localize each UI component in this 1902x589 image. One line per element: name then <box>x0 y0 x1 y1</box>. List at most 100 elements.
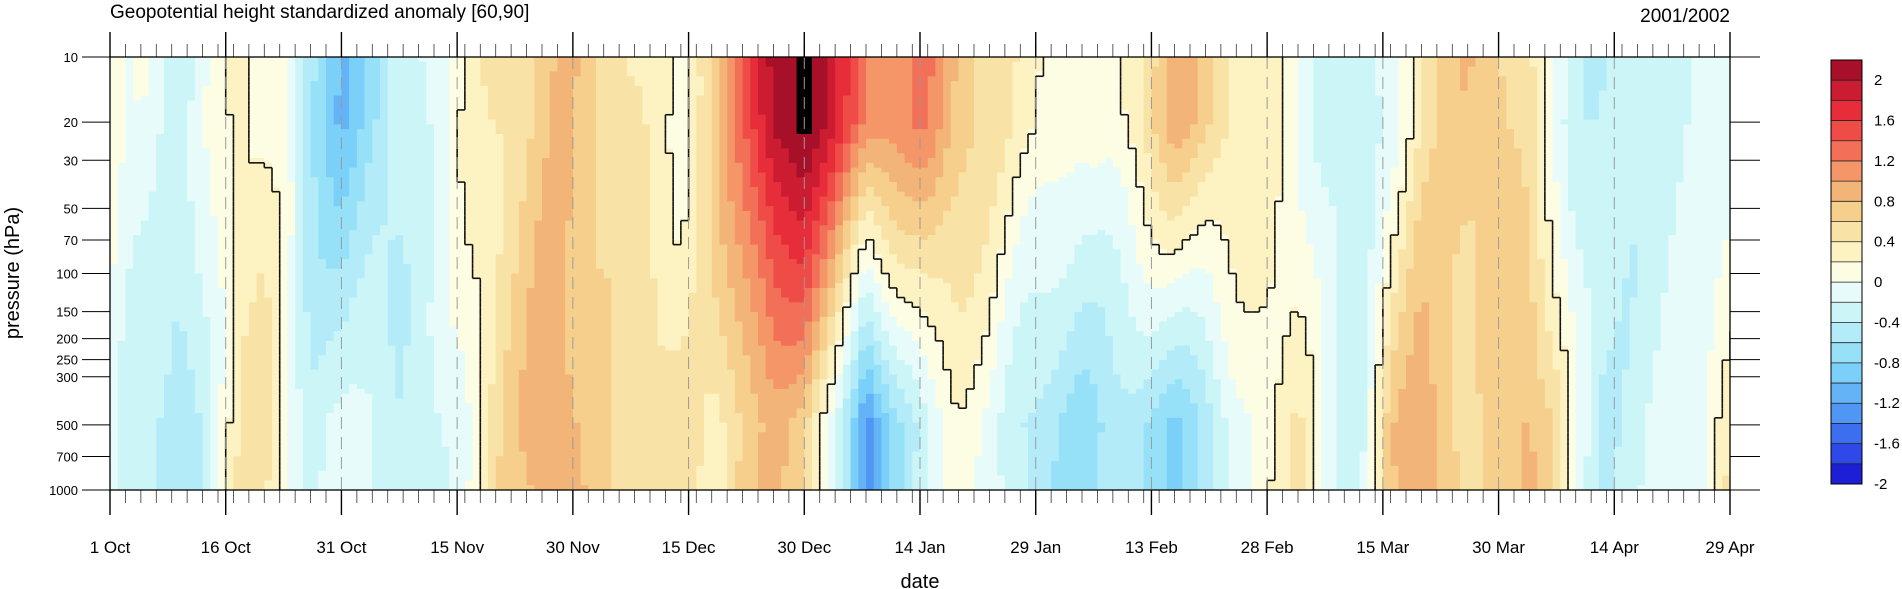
field-cell <box>765 158 775 207</box>
colorbar-swatch <box>1831 383 1862 404</box>
field-cell <box>1514 57 1523 150</box>
field-cell <box>758 432 767 490</box>
field-cell <box>194 413 204 490</box>
field-cell <box>943 148 952 212</box>
field-cell <box>974 273 983 361</box>
field-cell <box>356 388 366 490</box>
field-cell <box>202 316 211 490</box>
field-cell <box>1452 57 1461 255</box>
field-cell <box>1066 263 1075 332</box>
field-cell <box>1498 57 1507 77</box>
field-cell <box>1660 57 1669 294</box>
field-cell <box>742 138 751 212</box>
field-cell <box>1421 302 1430 490</box>
field-cell <box>881 331 890 361</box>
field-cell <box>1267 480 1276 490</box>
field-cell <box>873 393 883 419</box>
field-cell <box>1375 57 1384 97</box>
field-cell <box>1652 350 1662 490</box>
field-cell <box>1105 57 1114 159</box>
field-cell <box>750 311 759 395</box>
field-cell <box>1444 57 1453 490</box>
field-cell <box>665 57 674 116</box>
field-cell <box>1622 278 1631 371</box>
field-cell <box>518 57 528 202</box>
field-cell <box>1714 417 1723 490</box>
field-cell <box>765 57 775 68</box>
field-cell <box>1398 388 1407 490</box>
field-cell <box>989 206 998 294</box>
field-cell <box>418 61 427 490</box>
field-cell <box>896 230 906 265</box>
field-cell <box>866 138 875 164</box>
field-cell <box>1244 57 1253 313</box>
field-cell <box>858 273 867 299</box>
field-cell <box>1205 403 1214 490</box>
field-cell <box>1560 57 1569 121</box>
field-cell <box>1390 235 1399 294</box>
field-cell <box>1552 369 1561 490</box>
field-cell <box>1159 393 1168 490</box>
field-cell <box>603 57 613 279</box>
field-cell <box>349 167 358 231</box>
field-cell <box>904 162 913 198</box>
field-cell <box>125 57 134 270</box>
field-cell <box>1591 57 1600 121</box>
field-cell <box>858 244 867 275</box>
field-cell <box>187 369 196 490</box>
field-cell <box>1151 66 1160 135</box>
field-cell <box>1606 350 1615 490</box>
field-cell <box>472 57 481 279</box>
field-cell <box>1035 292 1045 400</box>
field-cell <box>488 57 497 121</box>
field-cell <box>842 95 852 145</box>
field-cell <box>1051 287 1060 371</box>
field-cell <box>758 278 767 347</box>
field-cell <box>842 57 852 97</box>
field-cell <box>1622 57 1631 279</box>
field-cell <box>1143 283 1153 337</box>
field-cell <box>194 273 204 414</box>
field-cell <box>1668 57 1677 236</box>
field-cell <box>1128 57 1137 145</box>
field-cell <box>850 57 859 125</box>
field-cell <box>920 239 929 275</box>
field-cell <box>1676 182 1685 490</box>
field-cell <box>333 124 343 207</box>
field-cell <box>1105 336 1114 490</box>
field-cell <box>1421 182 1430 303</box>
field-cell <box>1583 57 1592 121</box>
field-cell <box>819 350 829 380</box>
field-cell <box>1174 215 1183 251</box>
field-cell <box>1174 278 1183 313</box>
field-cell <box>1035 71 1045 188</box>
field-cell <box>788 384 798 419</box>
field-cell <box>773 340 782 390</box>
field-cell <box>1159 210 1168 251</box>
field-cell <box>1159 287 1168 323</box>
field-cell <box>1020 422 1029 429</box>
field-cell <box>1544 220 1554 332</box>
colorbar-swatch <box>1831 302 1862 323</box>
field-cell <box>889 316 898 347</box>
field-cell <box>333 206 343 270</box>
field-cell <box>1197 268 1207 318</box>
y-tick-label: 100 <box>56 267 78 282</box>
field-cell <box>1182 345 1191 390</box>
field-cell <box>1614 446 1623 490</box>
field-cell <box>1467 57 1477 68</box>
field-cell <box>117 340 127 490</box>
field-cell <box>927 235 937 279</box>
field-cell <box>1120 388 1129 490</box>
field-cell <box>449 326 458 490</box>
field-cell <box>1182 239 1191 275</box>
field-cell <box>572 57 582 77</box>
field-cell <box>171 321 181 490</box>
field-cell <box>395 398 404 490</box>
field-cell <box>326 57 335 178</box>
field-cell <box>920 311 929 356</box>
field-cell <box>1583 456 1592 490</box>
field-cell <box>912 57 921 130</box>
field-cell <box>1352 57 1361 490</box>
field-cell <box>920 201 929 241</box>
